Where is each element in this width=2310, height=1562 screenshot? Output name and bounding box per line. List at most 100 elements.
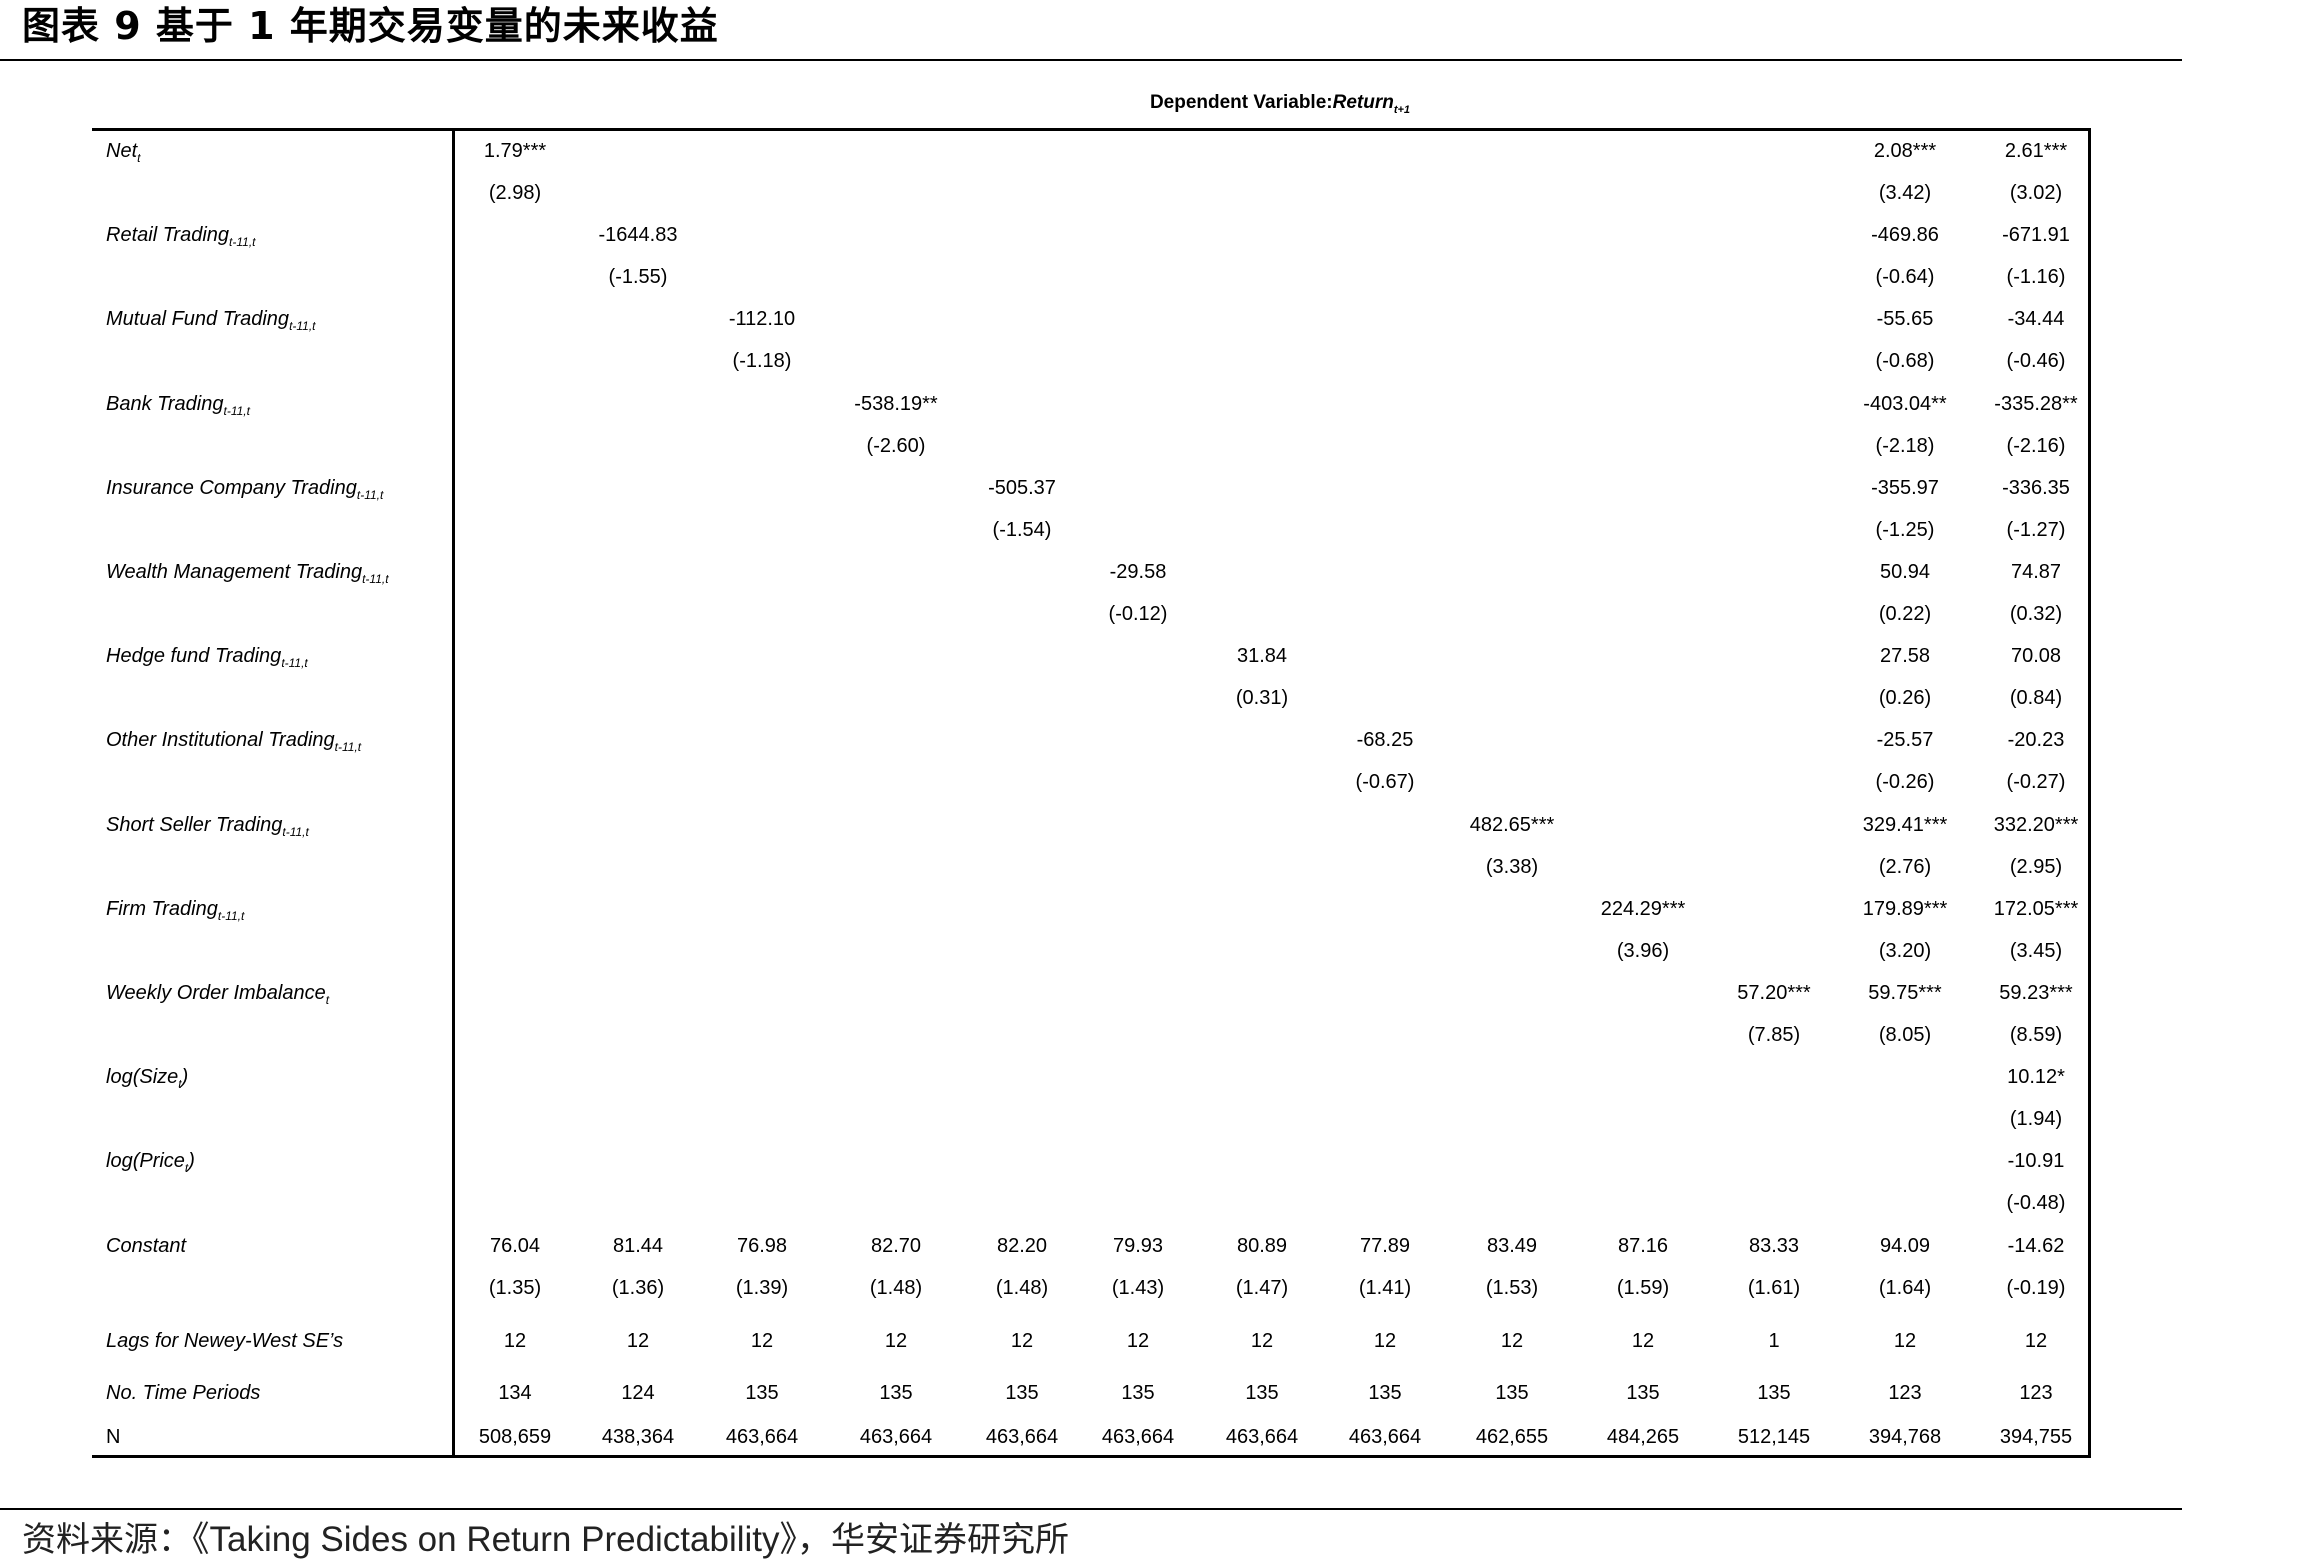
- summary-cell: 135: [1495, 1382, 1529, 1404]
- row-label-name: Constant: [106, 1234, 187, 1257]
- summary-cell: 135: [745, 1382, 779, 1404]
- coefficient-cell: -505.37: [988, 476, 1056, 499]
- top-rule: [0, 59, 2182, 61]
- summary-cell: 463,664: [1225, 1426, 1299, 1448]
- summary-cell: 484,265: [1606, 1426, 1680, 1448]
- coefficient-cell: 59.75***: [1868, 982, 1942, 1004]
- t-stat-cell: (-2.16): [2006, 434, 2066, 457]
- row-label-subscript: t-11,t: [289, 319, 316, 334]
- source-note: 资料来源：《Taking Sides on Return Predictabil…: [22, 1518, 1069, 1562]
- source-suffix: ，华安证券研究所: [797, 1520, 1070, 1560]
- t-stat-cell: (1.39): [735, 1276, 789, 1299]
- summary-cell: 12: [750, 1330, 774, 1352]
- coefficient-cell: 10.12*: [2007, 1066, 2065, 1089]
- summary-cell: 135: [1757, 1382, 1791, 1404]
- summary-cell: 512,145: [1737, 1426, 1811, 1448]
- t-stat-cell: (-1.16): [2006, 266, 2066, 289]
- coefficient-cell: 83.33: [1748, 1234, 1800, 1257]
- source-title: 《Taking Sides on Return Predictability》: [192, 1520, 798, 1559]
- summary-cell: 1: [1768, 1330, 1780, 1352]
- row-label-name: Mutual Fund Trading: [106, 308, 290, 331]
- coefficient-cell: 70.08: [2010, 645, 2062, 668]
- summary-cell: 135: [1368, 1382, 1402, 1404]
- t-stat-cell: (3.42): [1878, 182, 1932, 204]
- t-stat-cell: (1.48): [869, 1276, 923, 1299]
- t-stat-cell: (1.43): [1111, 1276, 1165, 1299]
- coefficient-cell: -355.97: [1871, 476, 1939, 499]
- summary-cell: 12: [2024, 1330, 2048, 1352]
- row-label: Weekly Order Imbalancet: [106, 982, 329, 1007]
- coefficient-cell: 172.05***: [1993, 897, 2079, 920]
- row-label-subscript: t-11,t: [356, 487, 384, 502]
- summary-cell: 463,664: [725, 1426, 799, 1448]
- coefficient-cell: 74.87: [2010, 561, 2062, 583]
- coefficient-cell: -68.25: [1356, 729, 1414, 752]
- t-stat-cell: (3.45): [2009, 939, 2063, 962]
- t-stat-cell: (1.41): [1358, 1276, 1412, 1299]
- t-stat-cell: (-0.26): [1875, 771, 1935, 794]
- summary-cell: 12: [1893, 1330, 1917, 1352]
- summary-cell: 135: [879, 1382, 913, 1404]
- row-label: log(Pricet): [106, 1150, 195, 1175]
- row-label: Retail Tradingt-11,t: [106, 224, 256, 249]
- coefficient-cell: 2.08***: [1873, 140, 1937, 162]
- t-stat-cell: (-0.46): [2006, 350, 2066, 373]
- summary-cell: 394,755: [1999, 1426, 2073, 1448]
- t-stat-cell: (0.32): [2009, 603, 2063, 625]
- t-stat-cell: (0.31): [1235, 687, 1289, 710]
- dependent-variable-name: Return: [1332, 92, 1394, 113]
- summary-cell: 123: [1888, 1382, 1922, 1404]
- t-stat-cell: (-0.48): [2006, 1192, 2066, 1215]
- t-stat-cell: (2.95): [2009, 855, 2063, 878]
- row-label-suffix: ): [181, 1066, 189, 1089]
- t-stat-cell: (0.84): [2009, 687, 2063, 710]
- coefficient-cell: -34.44: [2007, 308, 2065, 331]
- summary-cell: 12: [1373, 1330, 1397, 1352]
- coefficient-cell: 224.29***: [1600, 897, 1686, 920]
- coefficient-cell: 80.89: [1236, 1234, 1288, 1257]
- row-label-name: Weekly Order Imbalance: [106, 982, 326, 1004]
- t-stat-cell: (1.61): [1747, 1276, 1801, 1299]
- t-stat-cell: (-0.67): [1355, 771, 1415, 794]
- row-label: N: [106, 1426, 120, 1449]
- row-label-name: Hedge fund Trading: [106, 645, 282, 668]
- row-label: Mutual Fund Tradingt-11,t: [106, 308, 316, 333]
- row-label-name: Net: [106, 140, 138, 162]
- t-stat-cell: (-1.18): [732, 350, 792, 373]
- summary-cell: 135: [1626, 1382, 1660, 1404]
- row-label: Lags for Newey-West SE’s: [106, 1330, 343, 1353]
- row-label: log(Sizet): [106, 1066, 188, 1091]
- coefficient-cell: 482.65***: [1469, 813, 1555, 836]
- summary-cell: 12: [1126, 1330, 1150, 1352]
- t-stat-cell: (1.64): [1878, 1276, 1932, 1299]
- coefficient-cell: 79.93: [1112, 1234, 1164, 1257]
- summary-cell: 463,664: [859, 1426, 933, 1448]
- t-stat-cell: (-2.60): [866, 434, 926, 457]
- summary-cell: 463,664: [1101, 1426, 1175, 1448]
- row-label-name: Insurance Company Trading: [106, 476, 357, 499]
- t-stat-cell: (8.59): [2009, 1024, 2063, 1046]
- t-stat-cell: (1.59): [1616, 1276, 1670, 1299]
- t-stat-cell: (2.98): [488, 182, 542, 204]
- row-label-subscript: t-11,t: [281, 656, 308, 671]
- t-stat-cell: (-1.54): [992, 518, 1052, 541]
- row-label-name: log(Price: [106, 1150, 185, 1173]
- coefficient-cell: 1.79***: [483, 140, 547, 162]
- coefficient-cell: -1644.83: [598, 224, 678, 247]
- summary-cell: 12: [884, 1330, 908, 1352]
- t-stat-cell: (1.53): [1485, 1276, 1539, 1299]
- row-label-subscript: t-11,t: [334, 740, 362, 755]
- t-stat-cell: (-1.55): [608, 266, 668, 289]
- coefficient-cell: -335.28**: [1994, 392, 2078, 415]
- coefficient-cell: 59.23***: [1999, 982, 2073, 1004]
- row-label: No. Time Periods: [106, 1382, 260, 1405]
- t-stat-cell: (7.85): [1747, 1024, 1801, 1046]
- t-stat-cell: (3.96): [1616, 939, 1670, 962]
- coefficient-cell: 76.04: [489, 1234, 541, 1257]
- t-stat-cell: (-0.27): [2006, 771, 2066, 794]
- summary-cell: 12: [1010, 1330, 1034, 1352]
- summary-cell: 123: [2019, 1382, 2053, 1404]
- row-label-name: log(Size: [106, 1066, 179, 1089]
- coefficient-cell: -403.04**: [1863, 392, 1947, 415]
- row-label-subscript: t: [137, 151, 141, 165]
